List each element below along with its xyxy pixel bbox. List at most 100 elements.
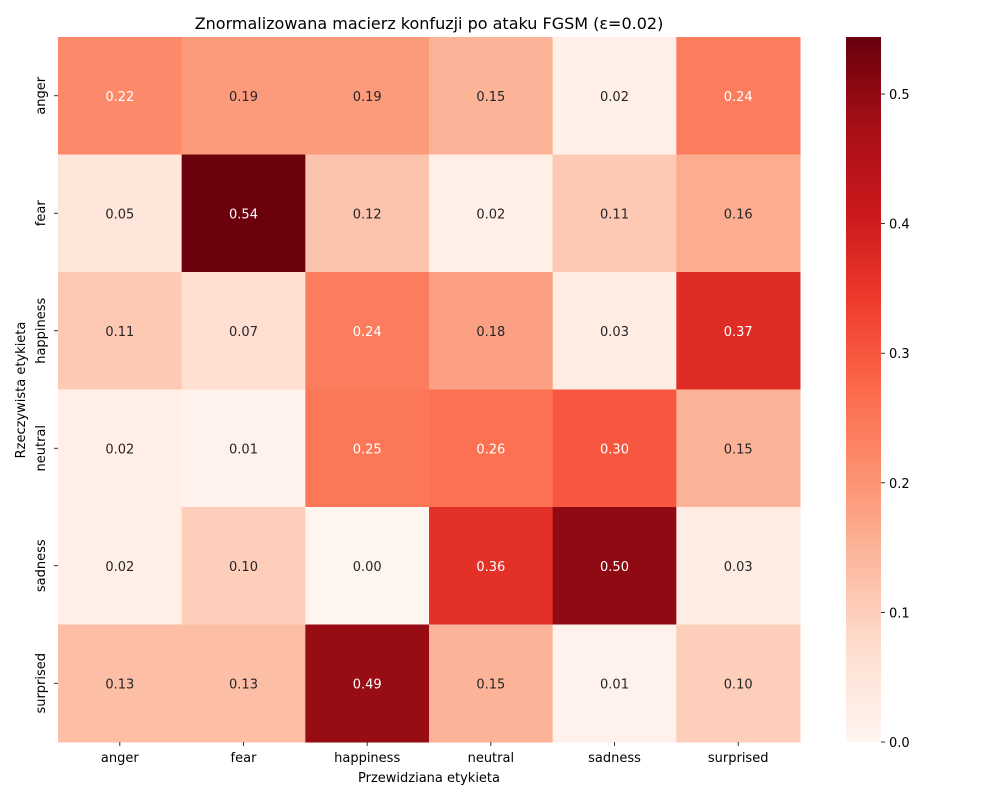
heatmap-cell-value: 0.12 bbox=[353, 207, 382, 222]
colorbar-tick-label: 0.5 bbox=[889, 88, 910, 103]
heatmap-cell bbox=[58, 154, 183, 273]
heatmap-cell bbox=[181, 37, 306, 155]
heatmap-cells bbox=[58, 37, 801, 743]
heatmap-cell-value: 0.13 bbox=[229, 677, 258, 692]
heatmap-cell bbox=[552, 272, 677, 390]
heatmap-cell-value: 0.50 bbox=[600, 560, 629, 575]
colorbar-tick-label: 0.0 bbox=[889, 736, 910, 751]
heatmap-cell-value: 0.24 bbox=[724, 90, 753, 105]
heatmap-cell-value: 0.10 bbox=[724, 677, 753, 692]
heatmap-cell-value: 0.19 bbox=[229, 90, 258, 105]
heatmap-cell-value: 0.07 bbox=[229, 325, 258, 340]
heatmap-cell-value: 0.25 bbox=[353, 442, 382, 457]
y-tick-label: anger bbox=[34, 76, 49, 114]
chart-title: Znormalizowana macierz konfuzji po ataku… bbox=[195, 14, 664, 33]
x-tick-label: neutral bbox=[468, 751, 515, 766]
heatmap-cell bbox=[305, 507, 430, 625]
heatmap-cell bbox=[552, 154, 677, 273]
heatmap-cell bbox=[305, 624, 430, 743]
colorbar-tick-label: 0.2 bbox=[889, 477, 910, 492]
heatmap-cell-value: 0.15 bbox=[724, 442, 753, 457]
x-tick-label: happiness bbox=[334, 751, 400, 766]
y-tick-label: surprised bbox=[34, 653, 49, 714]
heatmap-cell bbox=[58, 507, 183, 625]
heatmap-cell-value: 0.11 bbox=[105, 325, 134, 340]
heatmap-cell bbox=[676, 624, 801, 743]
heatmap-cell-value: 0.15 bbox=[476, 677, 505, 692]
heatmap-cell bbox=[429, 154, 554, 273]
x-tick-label: anger bbox=[101, 751, 139, 766]
y-tick-label: fear bbox=[34, 200, 49, 227]
heatmap-cell bbox=[181, 389, 306, 508]
y-tick-label: sadness bbox=[34, 539, 49, 592]
heatmap-cell-value: 0.02 bbox=[105, 442, 134, 457]
heatmap-cell bbox=[305, 154, 430, 273]
heatmap-cell-value: 0.30 bbox=[600, 442, 629, 457]
colorbar-tick-label: 0.3 bbox=[889, 347, 910, 362]
y-axis-label: Rzeczywista etykieta bbox=[14, 322, 29, 459]
heatmap-cell bbox=[552, 624, 677, 743]
heatmap-cell-value: 0.01 bbox=[600, 677, 629, 692]
x-axis-ticks: anger fear happiness neutral sadness surprise… bbox=[101, 742, 769, 766]
heatmap-cell-value: 0.26 bbox=[476, 442, 505, 457]
heatmap-cell-value: 0.19 bbox=[353, 90, 382, 105]
heatmap-cell-value: 0.02 bbox=[600, 90, 629, 105]
heatmap-cell bbox=[429, 624, 554, 743]
heatmap-cell-value: 0.02 bbox=[105, 560, 134, 575]
heatmap-cell bbox=[552, 507, 677, 625]
heatmap-cell-value: 0.18 bbox=[476, 325, 505, 340]
heatmap-cell bbox=[305, 389, 430, 508]
heatmap-cell bbox=[181, 507, 306, 625]
heatmap-cell-value: 0.54 bbox=[229, 207, 258, 222]
heatmap-cell bbox=[58, 37, 183, 155]
heatmap-cell-value: 0.37 bbox=[724, 325, 753, 340]
heatmap-cell-value: 0.24 bbox=[353, 325, 382, 340]
heatmap-cell bbox=[552, 389, 677, 508]
heatmap-cell bbox=[429, 507, 554, 625]
heatmap-cell bbox=[429, 272, 554, 390]
colorbar bbox=[846, 37, 881, 742]
heatmap-cell-value: 0.05 bbox=[105, 207, 134, 222]
heatmap-cell bbox=[676, 507, 801, 625]
heatmap-cell bbox=[181, 624, 306, 743]
heatmap-cell bbox=[429, 389, 554, 508]
heatmap-cell bbox=[58, 624, 183, 743]
heatmap-cell bbox=[552, 37, 677, 155]
heatmap-cell-value: 0.22 bbox=[105, 90, 134, 105]
heatmap-cell-value: 0.03 bbox=[600, 325, 629, 340]
heatmap-cell bbox=[676, 37, 801, 155]
heatmap-cell-value: 0.13 bbox=[105, 677, 134, 692]
heatmap-cell bbox=[58, 272, 183, 390]
y-tick-label: neutral bbox=[34, 425, 49, 472]
colorbar-ticks: 0.0 0.1 0.2 0.3 0.4 0.5 bbox=[881, 88, 910, 751]
heatmap-cell bbox=[305, 37, 430, 155]
heatmap-cell bbox=[429, 37, 554, 155]
heatmap-cell bbox=[676, 389, 801, 508]
colorbar-tick-label: 0.4 bbox=[889, 218, 910, 233]
colorbar-tick-label: 0.1 bbox=[889, 606, 910, 621]
heatmap-cell bbox=[676, 272, 801, 390]
heatmap-cell-value: 0.16 bbox=[724, 207, 753, 222]
x-tick-label: fear bbox=[231, 751, 258, 766]
heatmap-cell bbox=[676, 154, 801, 273]
heatmap-cell-labels: 0.22 0.19 0.19 0.15 0.02 0.24 0.05 0.54 0.12 0.02… bbox=[105, 90, 752, 693]
x-tick-label: sadness bbox=[588, 751, 641, 766]
heatmap-cell-value: 0.49 bbox=[353, 677, 382, 692]
heatmap-cell-value: 0.00 bbox=[353, 560, 382, 575]
y-tick-label: happiness bbox=[34, 297, 49, 363]
y-axis-ticks: anger fear happiness neutral sadness surprise… bbox=[34, 76, 58, 714]
heatmap-cell-value: 0.15 bbox=[476, 90, 505, 105]
heatmap-cell-value: 0.11 bbox=[600, 207, 629, 222]
x-axis-label: Przewidziana etykieta bbox=[358, 771, 500, 786]
heatmap-cell bbox=[305, 272, 430, 390]
heatmap-cell-value: 0.01 bbox=[229, 442, 258, 457]
x-tick-label: surprised bbox=[708, 751, 769, 766]
heatmap-cell-value: 0.36 bbox=[476, 560, 505, 575]
heatmap-cell bbox=[58, 389, 183, 508]
heatmap-cell bbox=[181, 154, 306, 273]
heatmap-cell-value: 0.03 bbox=[724, 560, 753, 575]
heatmap-cell-value: 0.02 bbox=[476, 207, 505, 222]
heatmap-cell bbox=[181, 272, 306, 390]
heatmap-cell-value: 0.10 bbox=[229, 560, 258, 575]
